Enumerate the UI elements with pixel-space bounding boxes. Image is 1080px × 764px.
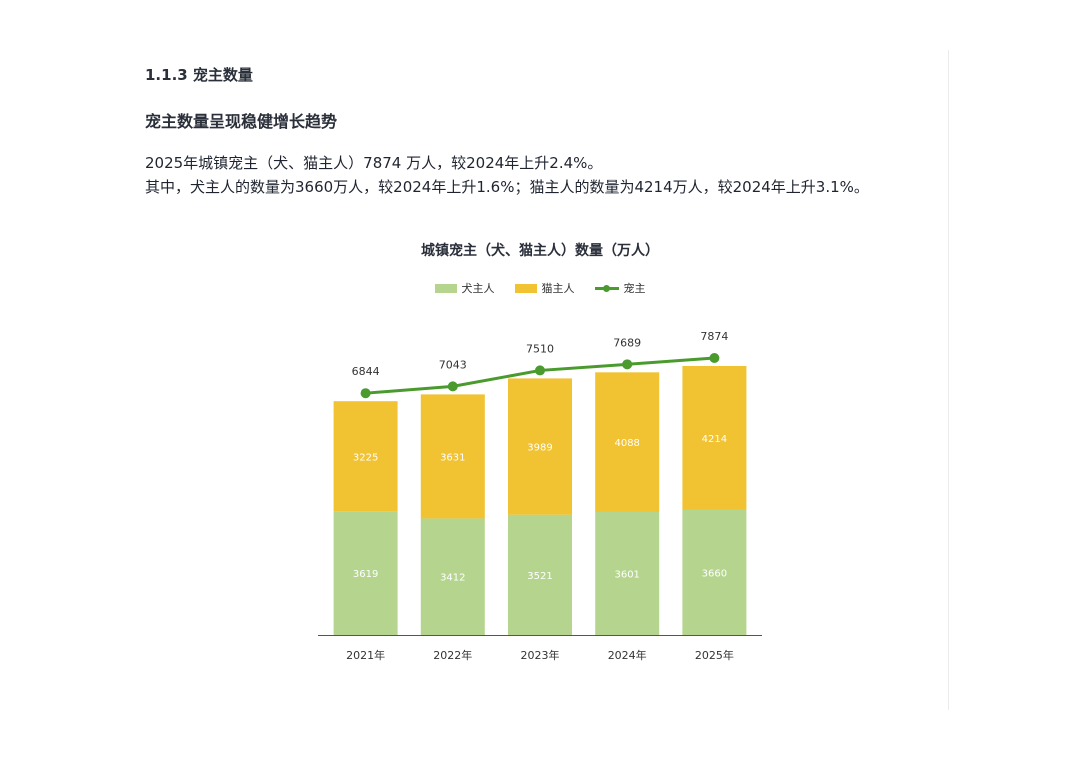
legend-item-cat: 猫主人 bbox=[514, 280, 575, 296]
legend-label-cat: 猫主人 bbox=[541, 282, 575, 295]
chart-legend: 犬主人 猫主人 宠主 bbox=[0, 280, 1080, 296]
bar-cat bbox=[420, 394, 485, 519]
point-total bbox=[447, 381, 458, 392]
data-label-total: 7510 bbox=[526, 342, 554, 355]
data-label-cat: 3631 bbox=[440, 452, 465, 463]
legend-swatch-dog bbox=[434, 283, 457, 293]
bar-cat bbox=[595, 372, 660, 512]
legend-label-total: 宠主 bbox=[623, 282, 646, 295]
data-label-dog: 3601 bbox=[614, 569, 639, 580]
bar-dog bbox=[595, 511, 660, 635]
paragraph-line-2: 其中，犬主人的数量为3660万人，较2024年上升1.6%；猫主人的数量为421… bbox=[145, 178, 869, 196]
x-tick-label: 2021年 bbox=[346, 648, 385, 662]
data-label-total: 7043 bbox=[439, 358, 467, 371]
data-label-cat: 3989 bbox=[527, 443, 552, 454]
legend-item-dog: 犬主人 bbox=[434, 280, 495, 296]
data-label-dog: 3660 bbox=[702, 568, 727, 579]
data-label-total: 7689 bbox=[613, 336, 641, 349]
point-total bbox=[622, 359, 633, 370]
section-heading: 1.1.3 宠主数量 bbox=[145, 66, 253, 84]
x-tick-label: 2022年 bbox=[433, 648, 472, 662]
bar-dog bbox=[333, 511, 398, 635]
point-total bbox=[535, 365, 545, 376]
bar-cat bbox=[333, 401, 398, 512]
x-tick-label: 2025年 bbox=[695, 648, 734, 662]
chart-title: 城镇宠主（犬、猫主人）数量（万人） bbox=[421, 243, 659, 259]
legend-label-dog: 犬主人 bbox=[461, 282, 495, 295]
data-label-dog: 3521 bbox=[527, 571, 552, 582]
legend-line-total bbox=[594, 284, 619, 293]
bar-dog bbox=[420, 518, 485, 635]
x-tick-label: 2024年 bbox=[608, 648, 647, 662]
subheading: 宠主数量呈现稳健增长趋势 bbox=[145, 112, 338, 131]
data-label-dog: 3412 bbox=[440, 573, 465, 584]
data-label-total: 7874 bbox=[700, 330, 728, 343]
legend-item-total: 宠主 bbox=[594, 280, 646, 296]
page-divider bbox=[948, 50, 949, 710]
data-label-total: 6844 bbox=[352, 365, 380, 378]
point-total bbox=[360, 388, 371, 399]
bar-cat bbox=[682, 366, 747, 510]
x-tick-label: 2023年 bbox=[521, 648, 560, 662]
legend-swatch-cat bbox=[514, 283, 537, 293]
paragraph-line-1: 2025年城镇宠主（犬、猫主人）7874 万人，较2024年上升2.4%。 bbox=[145, 154, 603, 172]
bar-dog bbox=[682, 509, 747, 635]
bar-dog bbox=[508, 514, 572, 635]
data-label-cat: 3225 bbox=[353, 452, 378, 463]
point-total bbox=[709, 353, 720, 363]
body-paragraph: 2025年城镇宠主（犬、猫主人）7874 万人，较2024年上升2.4%。 其中… bbox=[145, 151, 935, 199]
data-label-cat: 4214 bbox=[702, 434, 727, 445]
data-label-cat: 4088 bbox=[614, 438, 639, 449]
bar-cat bbox=[508, 378, 572, 515]
data-label-dog: 3619 bbox=[353, 569, 378, 580]
